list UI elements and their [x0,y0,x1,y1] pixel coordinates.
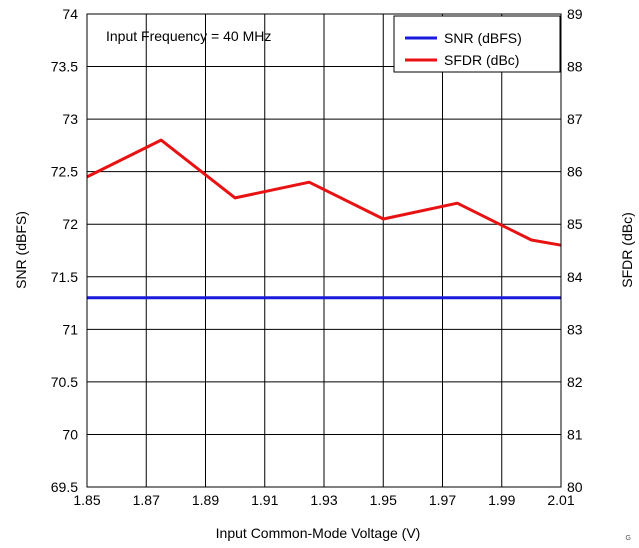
y-left-tick-label: 72 [62,216,78,232]
x-tick-label: 2.01 [547,492,574,508]
legend-label-sfdr: SFDR (dBc) [444,52,519,68]
grid [87,14,561,487]
annotation-text: Input Frequency = 40 MHz [106,28,271,44]
x-tick-label: 1.93 [310,492,337,508]
y-left-tick-label: 70.5 [51,374,78,390]
x-tick-label: 1.99 [488,492,515,508]
x-tick-label: 1.87 [133,492,160,508]
y-left-tick-label: 71 [62,321,78,337]
y-right-tick-label: 86 [567,164,583,180]
y-left-tick-label: 70 [62,426,78,442]
y-left-tick-label: 73.5 [51,59,78,75]
y-right-tick-label: 85 [567,216,583,232]
y-left-tick-label: 71.5 [51,269,78,285]
series-layer [86,138,562,300]
y-right-axis-label: SFDR (dBc) [619,212,635,287]
x-tick-label: 1.97 [429,492,456,508]
y-left-tick-label: 74 [62,6,78,22]
y-left-tick-labels: 74 73.5 73 72.5 72 71.5 71 70.5 70 69.5 [51,6,78,495]
legend-label-snr: SNR (dBFS) [444,30,522,46]
y-right-tick-label: 89 [567,6,583,22]
x-tick-label: 1.85 [73,492,100,508]
y-right-tick-label: 81 [567,426,583,442]
x-tick-label: 1.91 [251,492,278,508]
corner-tag: G [626,535,631,542]
y-right-tick-label: 82 [567,374,583,390]
plot-area [86,13,562,488]
y-left-tick-label: 72.5 [51,164,78,180]
x-tick-label: 1.89 [192,492,219,508]
series-line-sfdr [86,138,562,247]
y-right-tick-label: 83 [567,321,583,337]
y-right-tick-label: 80 [567,479,583,495]
legend: SNR (dBFS) SFDR (dBc) [393,15,561,73]
y-right-tick-label: 87 [567,111,583,127]
x-tick-labels: 1.85 1.87 1.89 1.91 1.93 1.95 1.97 1.99 2.01 [73,492,574,508]
y-right-tick-labels: 89 88 87 86 85 84 83 82 81 80 [567,6,583,495]
x-axis-label: Input Common-Mode Voltage (V) [216,525,421,541]
y-right-tick-label: 84 [567,269,583,285]
legend-box [393,15,561,73]
y-left-tick-label: 69.5 [51,479,78,495]
y-left-tick-label: 73 [62,111,78,127]
y-right-tick-label: 88 [567,59,583,75]
x-tick-label: 1.95 [370,492,397,508]
y-left-axis-label: SNR (dBFS) [13,211,29,289]
